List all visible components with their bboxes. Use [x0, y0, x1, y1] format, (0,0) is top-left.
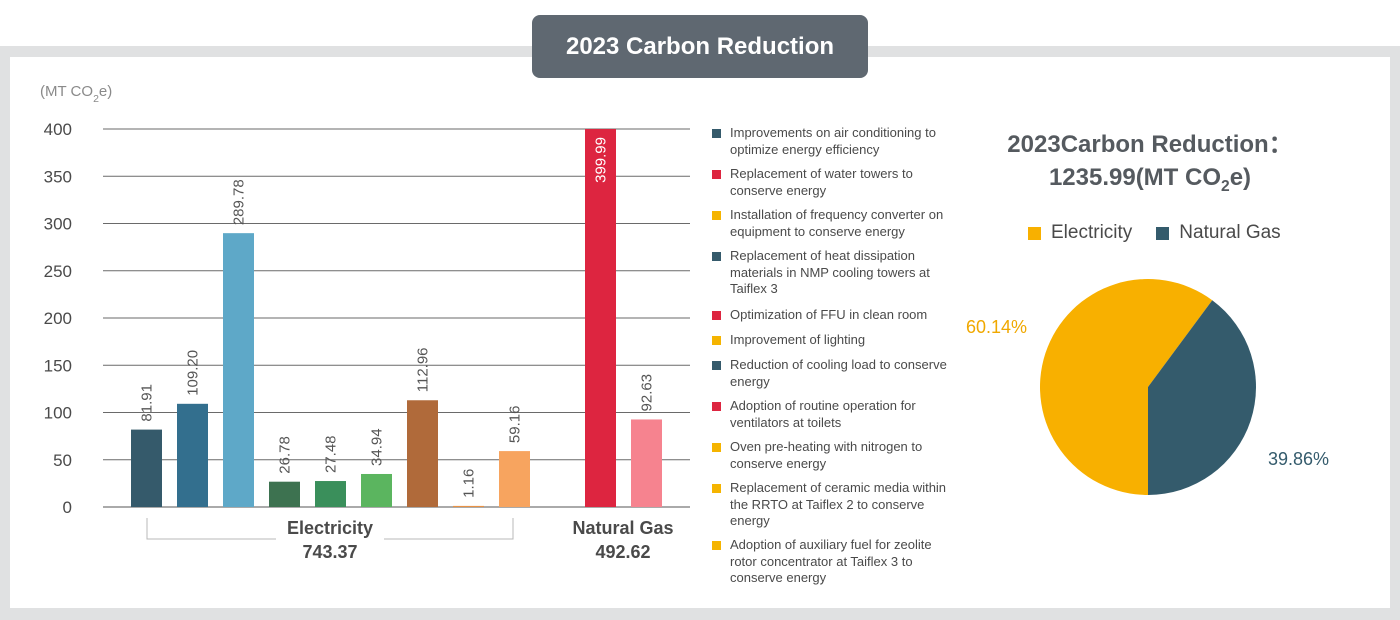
y-tick-label: 350 — [44, 167, 72, 186]
y-tick-label: 250 — [44, 262, 72, 281]
legend-label: Replacement of water towers to conserve … — [730, 166, 913, 198]
legend-label: Improvement of lighting — [730, 332, 866, 347]
pie-title-line2: 1235.99(MT CO2e) — [1048, 164, 1252, 195]
electricity-bracket — [146, 518, 514, 540]
legend-label: Optimization of FFU in clean room — [730, 307, 928, 322]
bar-value-label: 92.63 — [639, 374, 656, 412]
legend-label: Adoption of routine operation for ventil… — [730, 398, 916, 430]
pie-title-line1: 2023Carbon Reduction： — [1007, 131, 1293, 158]
y-tick-label: 300 — [44, 215, 72, 234]
electricity-swatch — [1028, 226, 1041, 240]
bar-value-label: 1.16 — [461, 469, 478, 498]
electricity-percent: 60.14% — [966, 317, 1028, 337]
electricity-slice — [1040, 279, 1213, 495]
y-tick-label: 400 — [44, 120, 72, 139]
group-total: 743.37 — [302, 542, 357, 562]
y-tick-label: 0 — [63, 498, 72, 517]
bar-value-label: 112.96 — [415, 347, 432, 392]
bar — [177, 403, 208, 507]
bar — [315, 481, 346, 507]
legend-swatch — [712, 211, 721, 220]
pie-legend-electricity: Electricity — [1051, 222, 1133, 243]
bar — [631, 419, 662, 507]
bar-value-label: 289.78 — [231, 179, 248, 225]
y-tick-label: 100 — [44, 404, 72, 423]
group-label: Natural Gas — [572, 518, 673, 538]
bar — [361, 473, 392, 507]
legend-label: Reduction of cooling load to conserve en… — [730, 357, 947, 389]
bar-value-label: 34.94 — [369, 428, 386, 466]
bar-value-label: 59.16 — [507, 406, 524, 444]
bar — [499, 451, 530, 507]
bar-value-label: 399.99 — [593, 137, 610, 183]
natural-gas-swatch — [1156, 226, 1170, 240]
group-total: 492.62 — [595, 542, 650, 562]
legend-swatch — [712, 541, 721, 550]
group-label: Electricity — [287, 518, 373, 538]
legend-swatch — [712, 336, 721, 345]
legend-swatch — [712, 252, 721, 261]
bar-chart: (MT CO2e)05010015020025030035040081.9110… — [40, 83, 690, 562]
pie-legend: Electricity Natural Gas — [1028, 222, 1281, 244]
pie-legend-natural-gas: Natural Gas — [1179, 222, 1281, 243]
legend-swatch — [712, 361, 721, 370]
legend-swatch — [712, 484, 721, 493]
legend-swatch — [712, 170, 721, 179]
bar — [223, 233, 254, 507]
legend-label: Oven pre-heating with nitrogen to conser… — [730, 439, 923, 471]
pie-title: 2023Carbon Reduction： 1235.99(MT CO2e) — [990, 128, 1310, 203]
page-title: 2023 Carbon Reduction — [532, 15, 868, 78]
legend-swatch — [712, 311, 721, 320]
bar — [585, 129, 616, 507]
bar-value-label: 109.20 — [185, 350, 202, 396]
bar — [131, 429, 162, 507]
bar-value-label: 26.78 — [277, 436, 294, 474]
bar — [269, 481, 300, 507]
legend-swatch — [712, 443, 721, 452]
legend-swatch — [712, 402, 721, 411]
y-tick-label: 200 — [44, 309, 72, 328]
bar-value-label: 81.91 — [139, 384, 156, 422]
legend-label: Adoption of auxiliary fuel for zeolite r… — [730, 537, 932, 585]
legend-label: Replacement of ceramic media within the … — [730, 480, 947, 528]
legend-swatch — [712, 129, 721, 138]
natural-gas-slice — [1148, 300, 1256, 495]
legend-label: Replacement of heat dissipation material… — [730, 248, 930, 296]
legend-label: Improvements on air conditioning to opti… — [730, 125, 936, 157]
bar — [453, 505, 484, 507]
bar-value-label: 27.48 — [323, 435, 340, 473]
y-tick-label: 150 — [44, 356, 72, 375]
legend-label: Installation of frequency converter on e… — [730, 207, 944, 239]
bar — [407, 400, 438, 507]
y-tick-label: 50 — [53, 451, 72, 470]
natural-gas-percent: 39.86% — [1268, 449, 1330, 469]
